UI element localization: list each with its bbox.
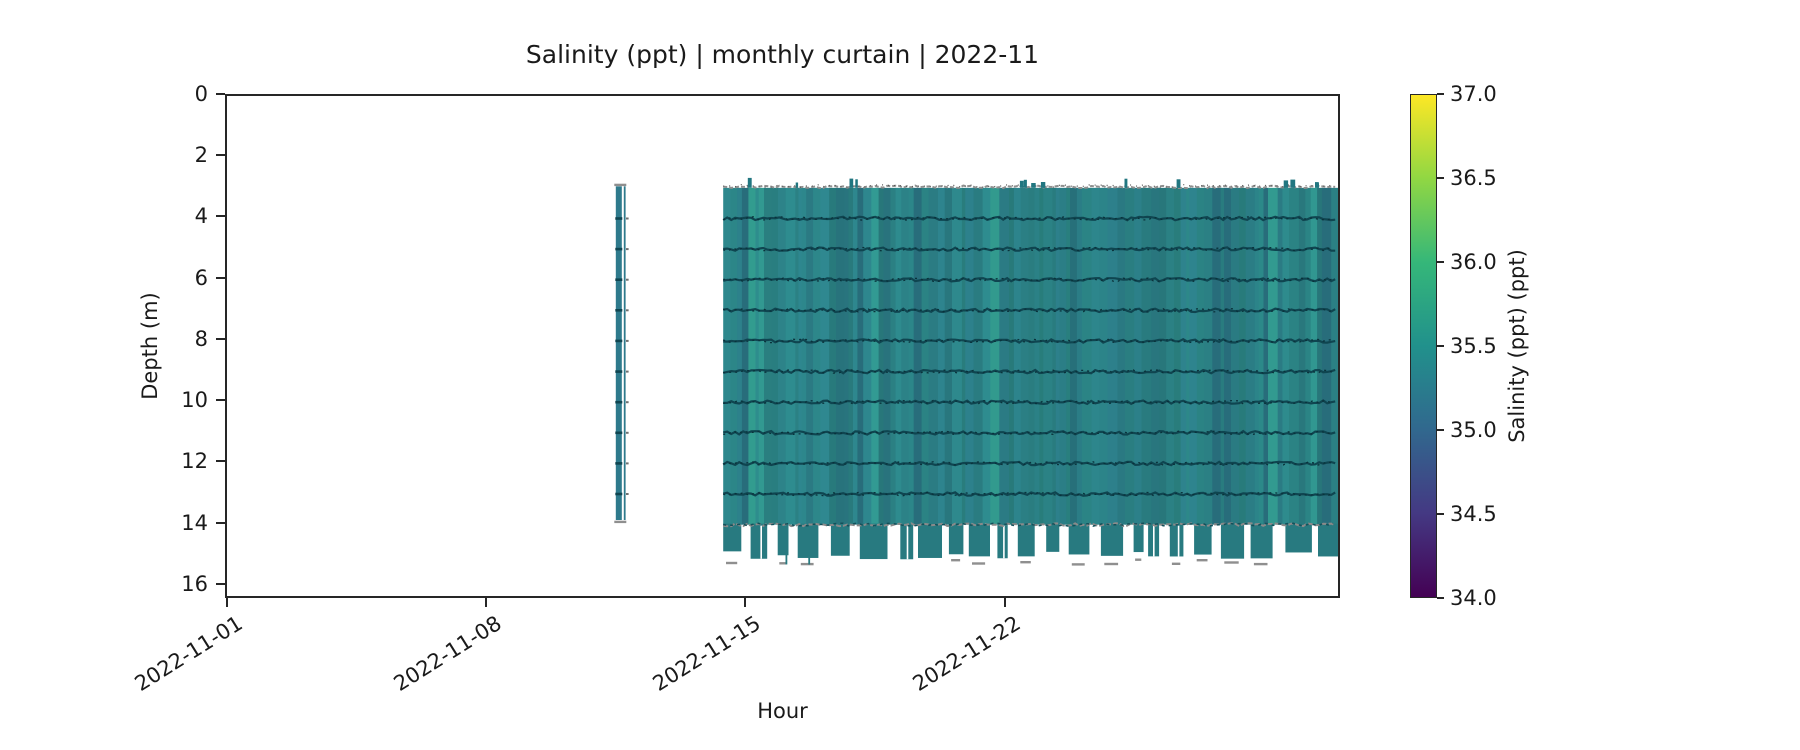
colorbar-tick-label: 36.0 xyxy=(1450,250,1497,274)
x-tick xyxy=(485,598,488,607)
y-tick xyxy=(216,93,225,95)
y-tick xyxy=(216,337,225,340)
colorbar xyxy=(1410,94,1437,598)
y-tick xyxy=(216,154,225,157)
colorbar-tick xyxy=(1437,429,1444,431)
y-tick-label: 6 xyxy=(194,265,208,290)
y-tick-label: 16 xyxy=(181,571,208,596)
y-tick xyxy=(216,276,225,279)
y-tick xyxy=(216,521,225,524)
colorbar-tick-label: 34.0 xyxy=(1450,586,1497,610)
y-tick xyxy=(216,582,225,585)
y-tick-label: 0 xyxy=(194,82,208,106)
colorbar-tick-label: 35.0 xyxy=(1450,418,1497,442)
salinity-curtain-image xyxy=(614,177,1338,566)
x-tick-label: 2022-11-01 xyxy=(130,611,247,697)
colorbar-tick xyxy=(1437,513,1444,515)
y-tick xyxy=(216,215,225,218)
colorbar-label: Salinity (ppt) (ppt) xyxy=(1505,249,1529,443)
colorbar-tick xyxy=(1437,177,1444,179)
colorbar-tick xyxy=(1437,93,1444,95)
x-tick xyxy=(744,598,747,607)
chart-title: Salinity (ppt) | monthly curtain | 2022-… xyxy=(525,40,1040,69)
colorbar-tick xyxy=(1437,261,1444,263)
colorbar-tick-label: 34.5 xyxy=(1450,502,1497,526)
y-tick-label: 8 xyxy=(194,326,208,351)
plot-area xyxy=(225,94,1340,598)
colorbar-tick-label: 35.5 xyxy=(1450,334,1497,358)
y-tick-label: 2 xyxy=(194,143,208,168)
x-axis-label: Hour xyxy=(757,699,808,723)
y-tick xyxy=(216,460,225,463)
colorbar-tick xyxy=(1437,345,1444,347)
y-tick-label: 4 xyxy=(194,204,208,229)
y-tick xyxy=(216,399,225,402)
x-tick xyxy=(1003,598,1006,607)
y-tick-label: 14 xyxy=(181,510,208,535)
colorbar-tick-label: 36.5 xyxy=(1450,166,1497,190)
colorbar-tick xyxy=(1437,597,1444,599)
colorbar-tick-label: 37.0 xyxy=(1450,82,1497,106)
y-tick-label: 10 xyxy=(181,388,208,413)
x-tick xyxy=(226,598,228,607)
y-tick-label: 12 xyxy=(181,449,208,474)
